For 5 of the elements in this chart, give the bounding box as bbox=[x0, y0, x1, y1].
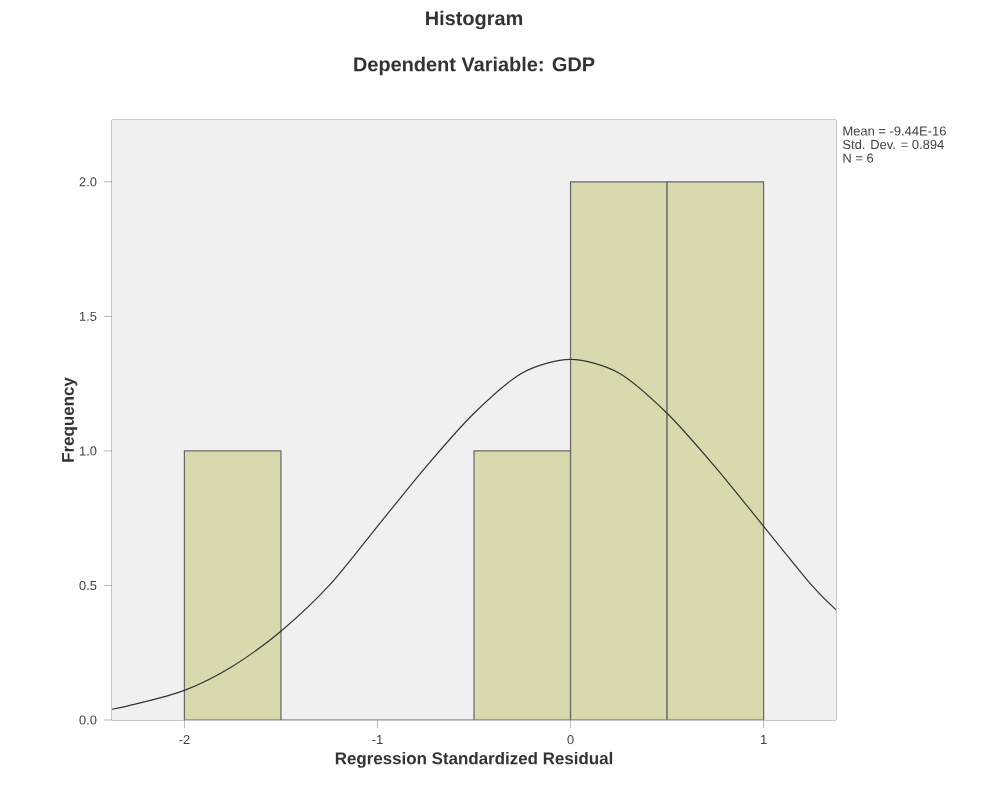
x-axis-title: Regression Standardized Residual bbox=[335, 751, 613, 768]
chart-subtitle: Dependent Variable: GDP bbox=[354, 56, 595, 76]
line-series bbox=[112, 358, 837, 710]
chart-title: Histogram bbox=[426, 10, 523, 30]
y-axis-title: Frequency bbox=[62, 377, 78, 462]
